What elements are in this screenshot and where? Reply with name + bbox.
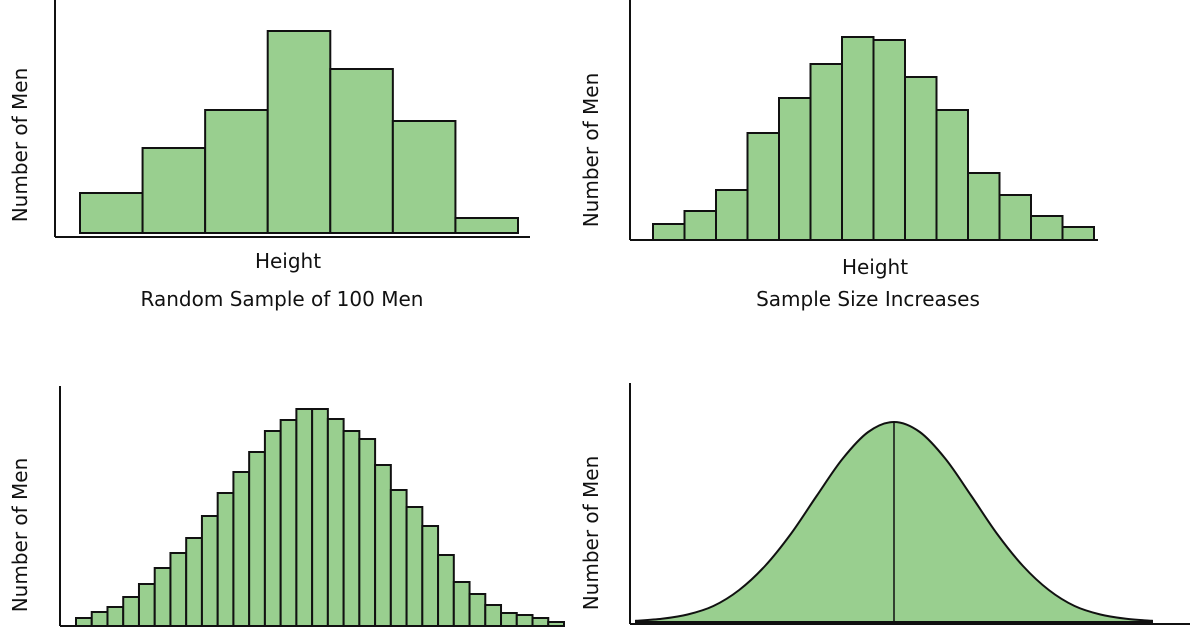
histogram-bar: [515, 614, 534, 627]
chart-random-sample: Number of Men Height Random Sample of 10…: [8, 0, 530, 311]
histogram-bar: [232, 471, 251, 627]
histogram-bar: [935, 109, 969, 241]
histogram-bar: [263, 430, 282, 627]
y-axis-label: Number of Men: [8, 68, 32, 223]
histogram-bar: [153, 567, 172, 627]
x-axis-label: Height: [842, 255, 908, 279]
histogram-bar: [746, 132, 780, 241]
histogram-bar: [169, 552, 188, 627]
histogram-bar: [715, 189, 749, 241]
histogram-bar: [329, 68, 394, 234]
histogram-bar: [141, 147, 207, 234]
chart-title: Random Sample of 100 Men: [141, 287, 424, 311]
y-axis-label: Number of Men: [579, 456, 603, 611]
histogram-bar: [266, 30, 332, 234]
histogram-bar: [122, 596, 140, 627]
histogram-bar: [79, 192, 144, 234]
histogram-bar: [531, 617, 550, 627]
histogram-bar: [683, 210, 717, 241]
histogram-bar: [484, 604, 503, 627]
chart-title: Sample Size Increases: [756, 287, 980, 311]
histogram-bar: [841, 36, 875, 241]
histogram-bar: [326, 418, 345, 627]
y-axis-label: Number of Men: [8, 458, 32, 613]
histogram-bar: [389, 489, 408, 627]
histogram-bar: [311, 408, 329, 627]
histogram-bar: [1061, 226, 1095, 241]
histogram-bar: [342, 430, 361, 627]
histogram-bar: [137, 583, 156, 627]
histogram-bar: [405, 506, 424, 627]
histogram-bar: [421, 525, 440, 627]
histogram-bar: [778, 97, 812, 241]
histogram-bar: [75, 617, 93, 627]
y-axis-label: Number of Men: [579, 73, 603, 228]
chart-normal-curve: Number of Men: [579, 383, 1190, 625]
histogram-bar: [468, 593, 487, 627]
histogram-bar: [500, 612, 518, 627]
chart-sample-size-increases: Number of Men Height Sample Size Increas…: [579, 0, 1098, 311]
histogram-bar: [437, 554, 455, 627]
histogram-bar: [216, 492, 235, 627]
histogram-bar: [454, 217, 519, 234]
histogram-bar: [200, 515, 219, 627]
histogram-bar: [279, 419, 298, 627]
histogram-bar: [809, 63, 843, 241]
histogram-bar: [185, 537, 203, 627]
histogram-bar: [452, 581, 471, 627]
histogram-bar: [967, 172, 1001, 241]
histogram-bar: [106, 606, 125, 627]
histogram-bar: [652, 223, 686, 241]
histogram-bar: [998, 194, 1032, 241]
histogram-bar: [904, 76, 938, 241]
histogram-bar: [248, 451, 266, 627]
histogram-bar: [204, 109, 269, 234]
histogram-bar: [872, 39, 906, 241]
x-axis-label: Height: [255, 249, 321, 273]
chart-large-sample: Number of Men: [8, 386, 565, 627]
histogram-bar: [295, 408, 314, 627]
histogram-bar: [391, 120, 457, 234]
histogram-bar: [90, 611, 109, 627]
histogram-bar: [374, 464, 392, 627]
histogram-bar: [358, 438, 377, 627]
histogram-bar: [1030, 215, 1064, 241]
